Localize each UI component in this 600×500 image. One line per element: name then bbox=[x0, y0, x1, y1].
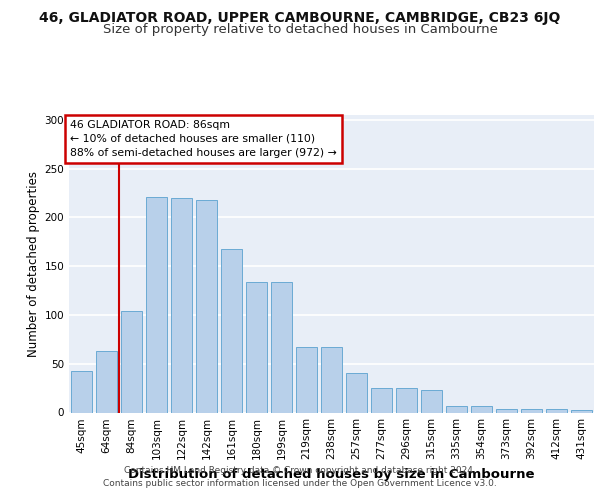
Bar bbox=[496, 408, 517, 412]
Bar bbox=[171, 198, 192, 412]
Bar bbox=[296, 347, 317, 412]
Y-axis label: Number of detached properties: Number of detached properties bbox=[27, 171, 40, 357]
Bar bbox=[121, 311, 142, 412]
X-axis label: Distribution of detached houses by size in Cambourne: Distribution of detached houses by size … bbox=[128, 468, 535, 481]
Bar bbox=[271, 282, 292, 412]
Bar bbox=[96, 351, 117, 412]
Bar bbox=[546, 408, 567, 412]
Bar bbox=[321, 347, 342, 412]
Bar bbox=[396, 388, 417, 412]
Bar bbox=[221, 248, 242, 412]
Bar bbox=[371, 388, 392, 412]
Text: Size of property relative to detached houses in Cambourne: Size of property relative to detached ho… bbox=[103, 22, 497, 36]
Bar bbox=[571, 410, 592, 412]
Bar bbox=[246, 282, 267, 412]
Bar bbox=[196, 200, 217, 412]
Bar bbox=[346, 374, 367, 412]
Bar bbox=[471, 406, 492, 412]
Bar bbox=[521, 408, 542, 412]
Bar bbox=[446, 406, 467, 412]
Text: Contains HM Land Registry data © Crown copyright and database right 2024.
Contai: Contains HM Land Registry data © Crown c… bbox=[103, 466, 497, 487]
Text: 46 GLADIATOR ROAD: 86sqm
← 10% of detached houses are smaller (110)
88% of semi-: 46 GLADIATOR ROAD: 86sqm ← 10% of detach… bbox=[70, 120, 337, 158]
Text: 46, GLADIATOR ROAD, UPPER CAMBOURNE, CAMBRIDGE, CB23 6JQ: 46, GLADIATOR ROAD, UPPER CAMBOURNE, CAM… bbox=[40, 11, 560, 25]
Bar bbox=[421, 390, 442, 412]
Bar bbox=[71, 370, 92, 412]
Bar bbox=[146, 197, 167, 412]
